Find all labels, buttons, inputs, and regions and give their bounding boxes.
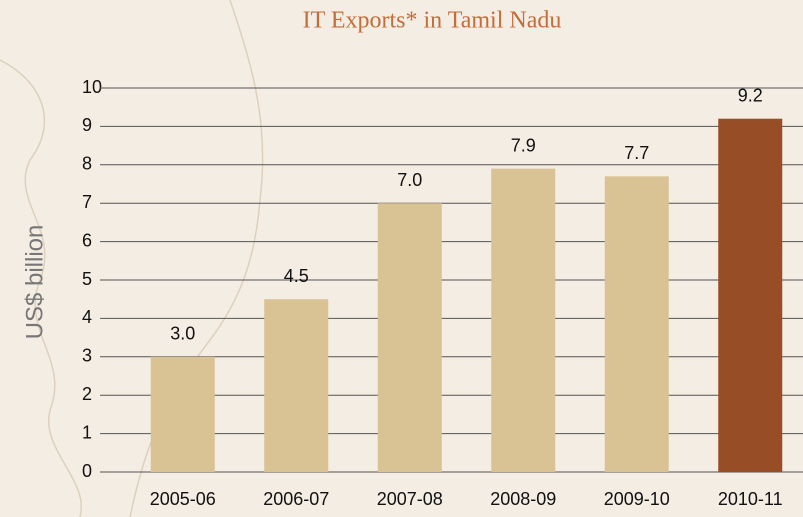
value-label: 7.9 xyxy=(511,135,536,155)
y-tick-label: 1 xyxy=(82,422,92,442)
bar xyxy=(491,168,556,472)
value-label: 7.0 xyxy=(397,170,422,190)
value-label: 7.7 xyxy=(624,143,649,163)
y-tick-label: 8 xyxy=(82,154,92,174)
value-label: 9.2 xyxy=(738,85,763,105)
map-outline xyxy=(0,59,83,517)
bar xyxy=(150,356,215,472)
bar xyxy=(718,118,783,472)
y-tick-label: 4 xyxy=(82,307,92,327)
bar xyxy=(604,176,669,472)
x-tick-label: 2005-06 xyxy=(150,489,216,509)
chart-title: IT Exports* in Tamil Nadu xyxy=(303,8,562,34)
x-tick-label: 2006-07 xyxy=(263,489,329,509)
y-tick-label: 3 xyxy=(82,346,92,366)
y-tick-label: 6 xyxy=(82,230,92,250)
x-tick-label: 2008-09 xyxy=(490,489,556,509)
value-label: 3.0 xyxy=(170,324,195,344)
bar xyxy=(377,203,442,472)
y-tick-label: 7 xyxy=(82,192,92,212)
value-label: 4.5 xyxy=(284,266,309,286)
x-tick-label: 2009-10 xyxy=(604,489,670,509)
y-tick-label: 9 xyxy=(82,115,92,135)
y-axis-label: US$ billion xyxy=(21,225,48,340)
x-tick-label: 2010-11 xyxy=(718,489,783,509)
y-tick-label: 5 xyxy=(82,269,92,289)
y-tick-label: 0 xyxy=(82,461,92,481)
y-tick-label: 10 xyxy=(82,77,102,97)
x-tick-label: 2007-08 xyxy=(377,489,443,509)
bar xyxy=(264,299,329,472)
y-tick-label: 2 xyxy=(82,384,92,404)
